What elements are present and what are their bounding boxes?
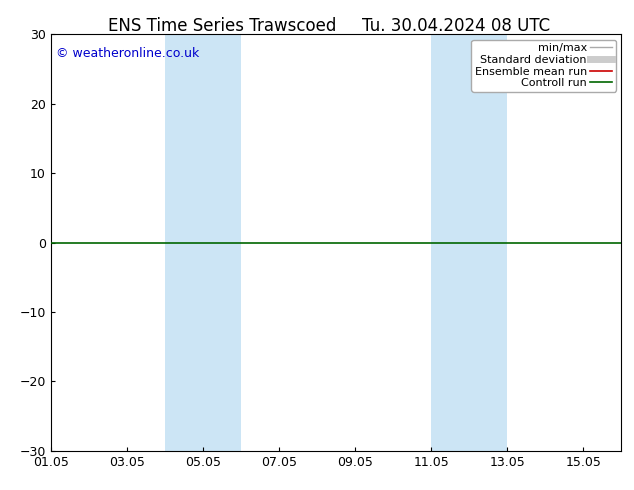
Bar (431, 34, 507, 451)
Bar (165, 34, 241, 451)
Text: Tu. 30.04.2024 08 UTC: Tu. 30.04.2024 08 UTC (363, 17, 550, 35)
Text: ENS Time Series Trawscoed: ENS Time Series Trawscoed (108, 17, 336, 35)
Legend: min/max, Standard deviation, Ensemble mean run, Controll run: min/max, Standard deviation, Ensemble me… (471, 40, 616, 92)
Text: © weatheronline.co.uk: © weatheronline.co.uk (56, 47, 200, 60)
